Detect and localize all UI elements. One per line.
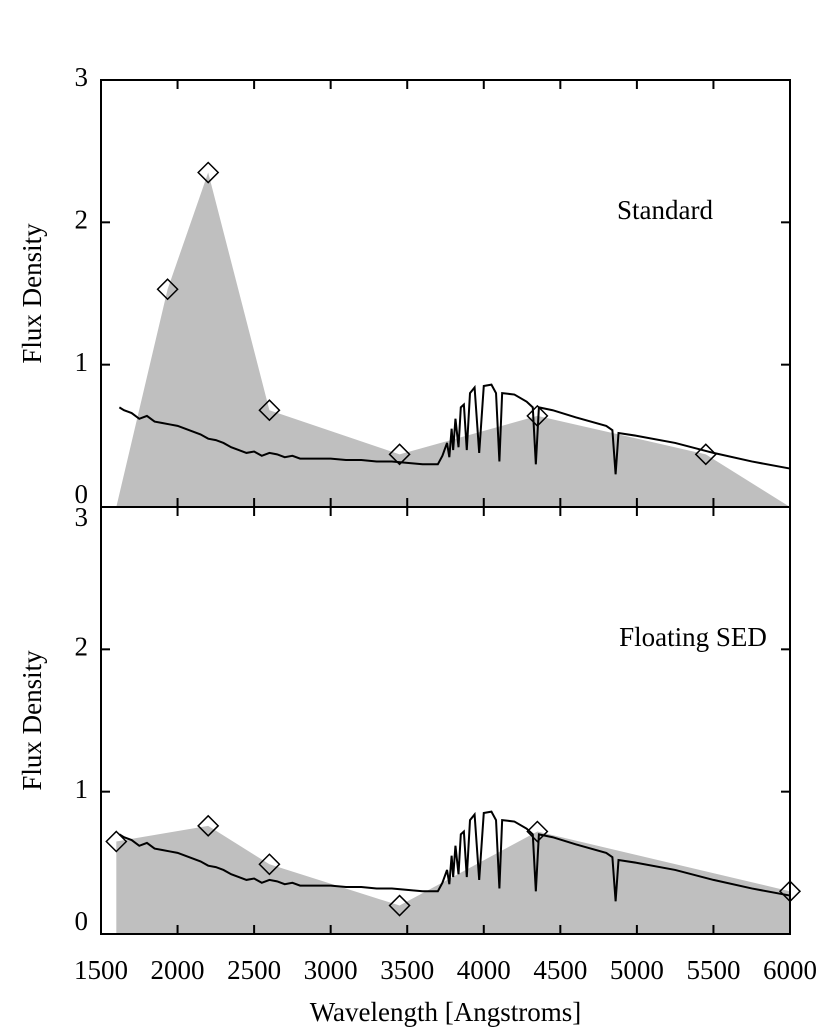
y-axis-label: Flux Density — [17, 223, 47, 364]
y-tick-label: 2 — [75, 632, 89, 662]
x-tick-label: 2000 — [151, 955, 205, 985]
x-tick-label: 3000 — [304, 955, 358, 985]
data-point — [105, 830, 128, 853]
y-tick-label: 2 — [75, 205, 89, 235]
model-area — [116, 172, 791, 507]
x-tick-label: 5500 — [686, 955, 740, 985]
x-tick-label: 6000 — [763, 955, 817, 985]
y-tick-label: 0 — [75, 479, 89, 509]
data-point — [258, 853, 281, 876]
data-point — [197, 161, 220, 184]
data-point — [197, 814, 220, 837]
data-point — [526, 820, 549, 843]
y-tick-label: 3 — [75, 62, 89, 92]
x-tick-label: 1500 — [74, 955, 128, 985]
x-tick-label: 4500 — [533, 955, 587, 985]
y-tick-label: 0 — [75, 906, 89, 936]
spectrum-line — [118, 383, 791, 475]
x-axis-label: Wavelength [Angstroms] — [310, 997, 582, 1027]
data-point — [526, 404, 549, 427]
data-point — [694, 443, 717, 466]
data-point — [156, 278, 179, 301]
spectrum-line — [118, 810, 791, 902]
y-axis-label: Flux Density — [17, 650, 47, 791]
x-tick-label: 3500 — [380, 955, 434, 985]
y-tick-label: 1 — [75, 774, 89, 804]
data-point — [388, 443, 411, 466]
panel-label: Standard — [617, 195, 713, 225]
y-tick-label: 3 — [75, 502, 89, 532]
data-point — [258, 399, 281, 422]
axes-frame — [100, 506, 791, 935]
data-point — [388, 894, 411, 917]
x-tick-label: 5000 — [610, 955, 664, 985]
x-tick-label: 4000 — [457, 955, 511, 985]
panel-label: Floating SED — [619, 622, 767, 652]
model-area — [116, 825, 791, 934]
y-tick-label: 1 — [75, 347, 89, 377]
x-tick-label: 2500 — [227, 955, 281, 985]
